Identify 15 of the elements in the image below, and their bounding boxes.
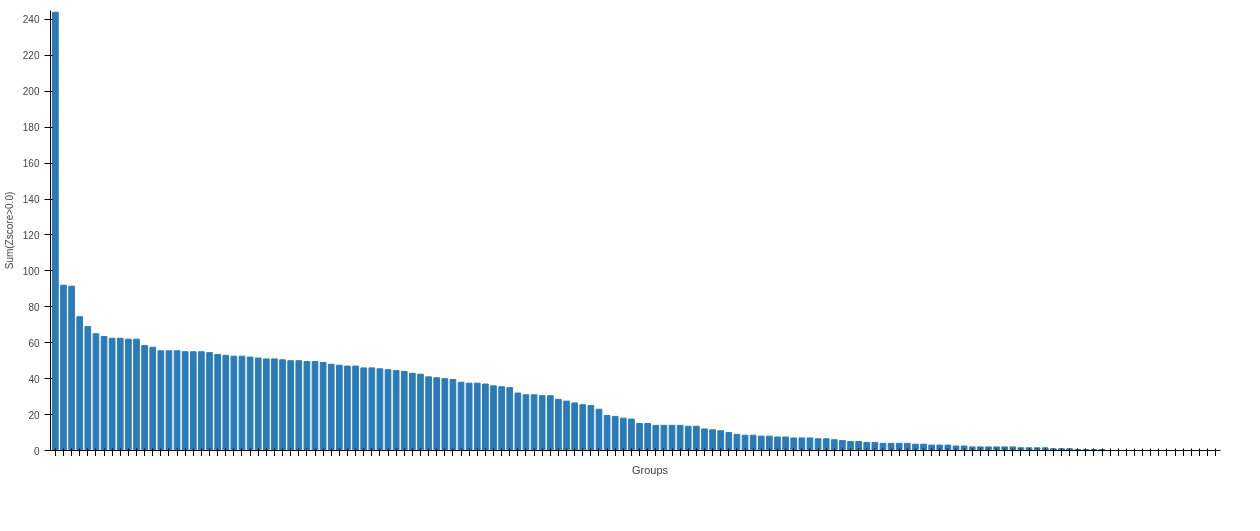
y-tick-label: 180 (22, 122, 40, 134)
y-axis-title: Sum(Zscore>0.0) (3, 191, 15, 270)
y-tick-label: 0 (33, 445, 40, 457)
y-tick-label: 240 (22, 14, 40, 26)
y-tick-label: 100 (22, 265, 40, 277)
y-tick-label: 60 (28, 337, 40, 349)
y-tick-label: 120 (22, 229, 40, 241)
y-tick-label: 20 (28, 409, 40, 421)
y-tick-label: 40 (28, 373, 40, 385)
y-tick-label: 140 (22, 194, 40, 206)
y-tick-label: 200 (22, 86, 40, 98)
y-tick-label: 220 (22, 50, 40, 62)
series-label: Groups (631, 464, 669, 476)
y-tick-label: 80 (28, 301, 40, 313)
y-tick-label: 160 (22, 158, 40, 170)
